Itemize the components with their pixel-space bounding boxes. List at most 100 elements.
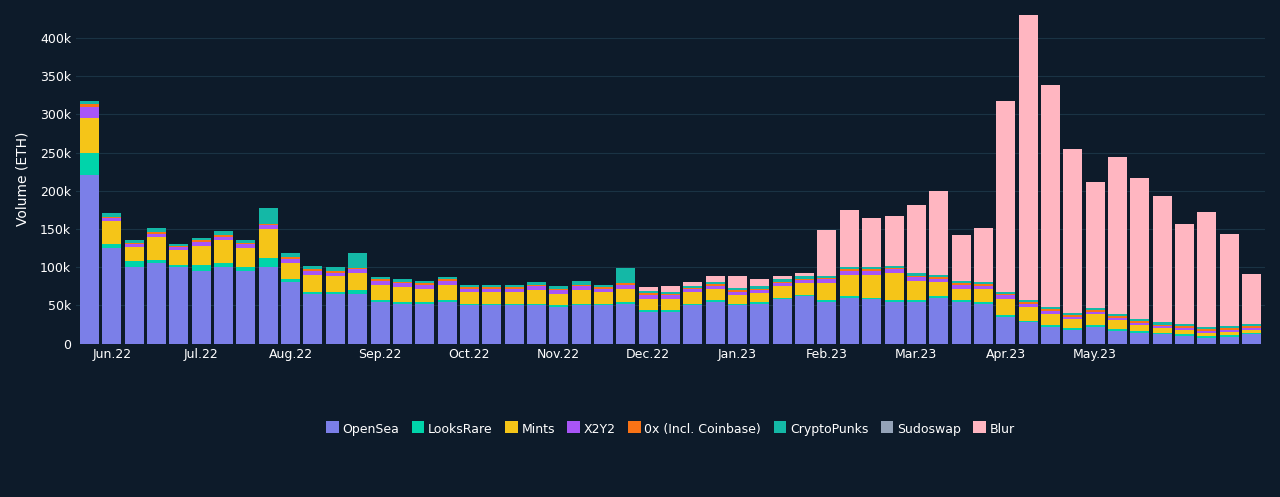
Bar (483, 292, 502, 304)
Bar (974, 286, 993, 289)
Bar (1064, 330, 1083, 343)
Bar (460, 289, 479, 292)
Bar (996, 292, 1015, 294)
Bar (527, 304, 547, 306)
Bar (1108, 331, 1126, 343)
Bar (1019, 302, 1038, 304)
Bar (572, 306, 590, 343)
Bar (415, 281, 434, 283)
Bar (504, 292, 524, 304)
Bar (460, 287, 479, 289)
Bar (1197, 327, 1216, 329)
Bar (863, 267, 881, 269)
Bar (81, 100, 99, 104)
Bar (929, 279, 948, 282)
Bar (906, 205, 925, 273)
Bar (818, 279, 837, 283)
Bar (303, 266, 323, 269)
Bar (773, 279, 792, 282)
Bar (326, 271, 344, 272)
Bar (773, 276, 792, 279)
Bar (1153, 333, 1171, 334)
Bar (504, 287, 524, 289)
Bar (705, 284, 724, 286)
Bar (684, 288, 703, 289)
Bar (884, 269, 904, 273)
Bar (818, 283, 837, 300)
Legend: OpenSea, LooksRare, Mints, X2Y2, 0x (Incl. Coinbase), CryptoPunks, Sudoswap, Blu: OpenSea, LooksRare, Mints, X2Y2, 0x (Inc… (326, 423, 1015, 436)
Bar (974, 304, 993, 343)
Bar (795, 295, 814, 296)
Bar (393, 282, 412, 283)
Bar (348, 268, 367, 269)
Bar (996, 294, 1015, 296)
Bar (1064, 317, 1083, 319)
Bar (415, 285, 434, 289)
Bar (124, 241, 143, 243)
Bar (705, 300, 724, 302)
Bar (795, 272, 814, 276)
Bar (1130, 325, 1149, 331)
Bar (1175, 330, 1194, 334)
Bar (102, 244, 122, 248)
Bar (572, 290, 590, 304)
Bar (818, 300, 837, 302)
Bar (1175, 326, 1194, 328)
Bar (594, 285, 613, 287)
Bar (483, 306, 502, 343)
Bar (259, 225, 278, 229)
Bar (863, 269, 881, 271)
Bar (259, 258, 278, 267)
Bar (282, 282, 300, 343)
Bar (617, 268, 635, 283)
Bar (1220, 329, 1239, 330)
Bar (1108, 318, 1126, 320)
Bar (460, 292, 479, 304)
Bar (884, 302, 904, 343)
Bar (773, 299, 792, 343)
Bar (840, 269, 859, 271)
Bar (192, 242, 211, 246)
Bar (438, 277, 457, 279)
Bar (549, 289, 568, 290)
Bar (884, 273, 904, 300)
Bar (795, 283, 814, 295)
Bar (840, 271, 859, 275)
Bar (169, 244, 188, 246)
Bar (237, 244, 256, 248)
Bar (124, 248, 143, 261)
Bar (750, 290, 769, 293)
Bar (1085, 308, 1105, 310)
Bar (996, 299, 1015, 315)
Bar (728, 295, 748, 304)
Bar (705, 289, 724, 300)
Bar (1220, 235, 1239, 326)
Bar (617, 285, 635, 289)
Bar (818, 278, 837, 279)
Bar (237, 243, 256, 244)
Bar (81, 118, 99, 153)
Bar (617, 302, 635, 304)
Bar (483, 287, 502, 289)
Bar (1242, 328, 1261, 330)
Bar (929, 296, 948, 298)
Bar (169, 246, 188, 248)
Bar (415, 283, 434, 285)
Bar (795, 296, 814, 343)
Bar (102, 248, 122, 343)
Bar (1085, 312, 1105, 314)
Bar (303, 294, 323, 343)
Bar (750, 293, 769, 302)
Bar (974, 289, 993, 302)
Bar (1085, 314, 1105, 325)
Bar (929, 275, 948, 277)
Bar (326, 267, 344, 271)
Bar (750, 279, 769, 286)
Bar (705, 302, 724, 343)
Bar (259, 267, 278, 343)
Bar (527, 285, 547, 286)
Bar (929, 191, 948, 275)
Bar (460, 304, 479, 306)
Bar (214, 267, 233, 343)
Bar (1197, 329, 1216, 331)
